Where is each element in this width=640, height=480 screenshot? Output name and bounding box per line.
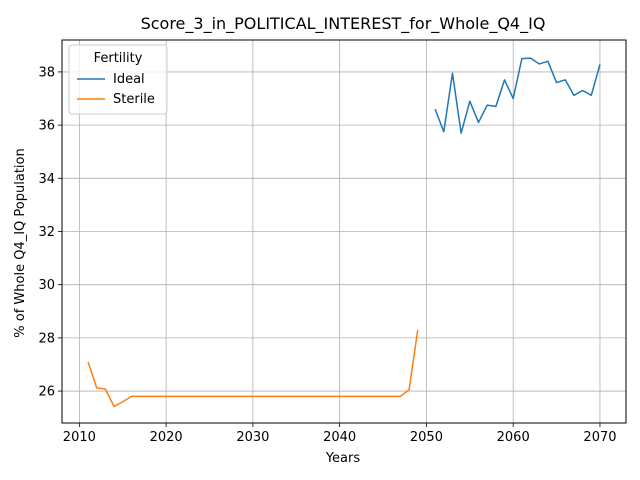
legend-title: Fertility bbox=[94, 51, 143, 66]
x-tick-label: 2060 bbox=[497, 430, 530, 445]
x-tick-label: 2010 bbox=[63, 430, 96, 445]
y-tick-label: 38 bbox=[38, 65, 55, 80]
y-tick-label: 26 bbox=[38, 385, 55, 400]
x-tick-label: 2040 bbox=[323, 430, 356, 445]
series-line-sterile bbox=[87, 329, 419, 408]
x-tick-label: 2020 bbox=[150, 430, 183, 445]
legend-entry-ideal: Ideal bbox=[113, 72, 145, 87]
y-tick-label: 34 bbox=[38, 172, 55, 187]
y-tick-label: 36 bbox=[38, 119, 55, 134]
legend: Fertility Ideal Sterile bbox=[68, 44, 168, 115]
legend-box bbox=[68, 44, 168, 115]
x-tick-label: 2070 bbox=[583, 430, 616, 445]
grid bbox=[62, 40, 626, 423]
legend-entry-sterile: Sterile bbox=[113, 92, 155, 107]
chart-title: Score_3_in_POLITICAL_INTEREST_for_Whole_… bbox=[141, 14, 546, 34]
x-axis-label: Years bbox=[325, 451, 361, 466]
y-tick-label: 30 bbox=[38, 278, 55, 293]
x-tick-label: 2050 bbox=[410, 430, 443, 445]
series-line-ideal bbox=[434, 57, 601, 134]
y-axis: 26 28 30 32 34 36 38 bbox=[38, 65, 62, 400]
y-axis-label: % of Whole Q4_IQ Population bbox=[13, 148, 28, 337]
y-tick-label: 32 bbox=[38, 225, 55, 240]
series-lines bbox=[87, 57, 601, 408]
y-tick-label: 28 bbox=[38, 331, 55, 346]
x-axis: 2010 2020 2030 2040 2050 2060 2070 bbox=[63, 423, 617, 445]
x-tick-label: 2030 bbox=[236, 430, 269, 445]
